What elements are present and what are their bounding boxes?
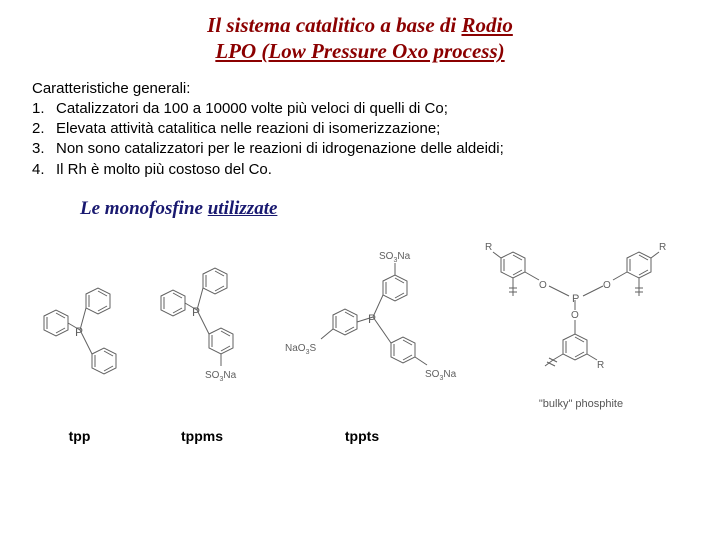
list-item-1: 1. Catalizzatori da 100 a 10000 volte pi…: [32, 99, 688, 119]
struct-tppts: P SO3Na NaO3S SO3Na: [283, 245, 473, 410]
subheading-b: utilizzate: [208, 198, 278, 219]
list-item-4: 4. Il Rh è molto più costoso del Co.: [32, 160, 688, 180]
subheading: Le monofosfine utilizzate: [80, 198, 688, 220]
svg-text:O: O: [571, 310, 579, 321]
bulky-svg: O O O P R R R: [481, 228, 681, 398]
item-text: Non sono catalizzatori per le reazioni d…: [56, 139, 688, 159]
tppms-svg: P SO3Na: [145, 260, 275, 410]
tpp-svg: P: [22, 280, 137, 410]
svg-text:SO3Na: SO3Na: [379, 251, 411, 264]
item-num: 2.: [32, 119, 56, 139]
label-tppms: tppms: [137, 428, 267, 444]
struct-bulky: O O O P R R R "bulky" phosphite: [481, 228, 681, 410]
svg-text:P: P: [75, 325, 83, 339]
struct-tppms: P SO3Na: [145, 260, 275, 410]
item-num: 4.: [32, 160, 56, 180]
body-text: Caratteristiche generali: 1. Catalizzato…: [32, 79, 688, 180]
title-line-2: LPO (Low Pressure Oxo process): [32, 38, 688, 64]
title-line-1: Il sistema catalitico a base di Rodio: [32, 12, 688, 38]
item-num: 1.: [32, 99, 56, 119]
label-tpp: tpp: [22, 428, 137, 444]
label-tppts: tppts: [267, 428, 457, 444]
svg-text:R: R: [659, 242, 666, 253]
svg-text:R: R: [485, 242, 492, 253]
item-text: Il Rh è molto più costoso del Co.: [56, 160, 688, 180]
slide-title: Il sistema catalitico a base di Rodio LP…: [32, 12, 688, 65]
svg-text:NaO3S: NaO3S: [285, 343, 316, 356]
svg-text:P: P: [192, 305, 200, 319]
intro-line: Caratteristiche generali:: [32, 79, 688, 99]
title-part-b: Rodio: [461, 13, 512, 37]
item-num: 3.: [32, 139, 56, 159]
label-row: tpp tppms tppts: [32, 428, 688, 444]
list-item-2: 2. Elevata attività catalitica nelle rea…: [32, 119, 688, 139]
svg-text:O: O: [603, 280, 611, 291]
subheading-a: Le monofosfine: [80, 198, 208, 219]
slide: Il sistema catalitico a base di Rodio LP…: [0, 0, 720, 540]
svg-text:SO3Na: SO3Na: [205, 370, 237, 383]
structures-row: P P SO3Na: [22, 228, 688, 410]
item-text: Catalizzatori da 100 a 10000 volte più v…: [56, 99, 688, 119]
title-part-a: Il sistema catalitico a base di: [207, 13, 461, 37]
list-item-3: 3. Non sono catalizzatori per le reazion…: [32, 139, 688, 159]
svg-text:P: P: [572, 293, 579, 305]
svg-text:R: R: [597, 360, 604, 371]
svg-text:SO3Na: SO3Na: [425, 369, 457, 382]
svg-text:O: O: [539, 280, 547, 291]
struct-tpp: P: [22, 280, 137, 410]
item-text: Elevata attività catalitica nelle reazio…: [56, 119, 688, 139]
bulky-caption: "bulky" phosphite: [539, 398, 623, 410]
svg-text:P: P: [368, 312, 376, 326]
tppts-svg: P SO3Na NaO3S SO3Na: [283, 245, 473, 410]
